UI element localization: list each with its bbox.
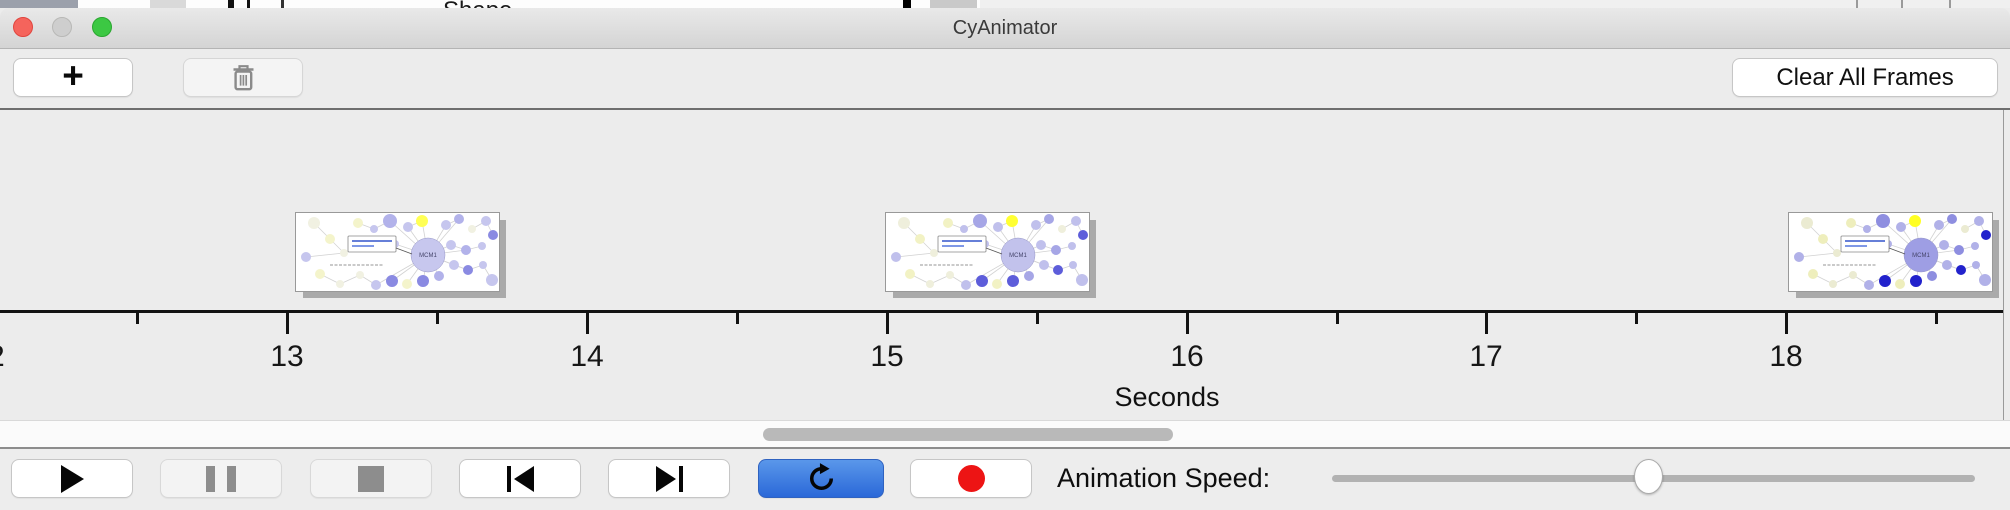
timeline-axis	[0, 310, 2003, 313]
skip-to-end-icon	[655, 465, 683, 492]
titlebar[interactable]: CyAnimator	[0, 8, 2010, 49]
svg-text:MCM1: MCM1	[419, 253, 437, 259]
axis-tick	[286, 313, 289, 334]
record-icon	[957, 465, 985, 492]
loop-button[interactable]	[758, 459, 884, 498]
pause-icon	[206, 465, 236, 492]
record-button[interactable]	[910, 459, 1032, 498]
window-title: CyAnimator	[952, 17, 1058, 39]
axis-tick-label: 14	[570, 340, 604, 373]
background-fragment	[903, 0, 911, 8]
pause-button[interactable]	[160, 459, 282, 498]
play-icon	[60, 464, 84, 493]
background-fragment	[228, 0, 234, 8]
axis-tick	[886, 313, 889, 334]
axis-tick	[1186, 313, 1189, 334]
speed-slider-thumb[interactable]	[1634, 459, 1663, 494]
play-button[interactable]	[11, 459, 133, 498]
loop-icon	[808, 463, 835, 492]
clear-all-frames-label: Clear All Frames	[1776, 63, 1954, 91]
skip-to-start-button[interactable]	[459, 459, 581, 498]
background-fragment	[281, 0, 284, 8]
axis-tick	[1485, 313, 1488, 334]
panel-divider	[0, 108, 2010, 110]
background-fragment	[150, 0, 186, 8]
keyframe-thumbnail[interactable]: MCM1	[885, 212, 1090, 292]
background-app-strip: Shape	[0, 0, 2010, 8]
axis-tick	[1036, 313, 1039, 324]
background-fragment	[247, 0, 250, 8]
cyanimator-window: CyAnimator + Clear All Frames	[0, 8, 2010, 510]
skip-to-start-icon	[506, 465, 534, 492]
axis-tick-label: 12	[0, 340, 5, 374]
keyframe-thumbnail[interactable]: MCM1	[1788, 212, 1993, 292]
plus-icon: +	[62, 54, 84, 96]
background-app-text: Shape	[443, 0, 512, 8]
axis-tick	[1336, 313, 1339, 324]
axis-tick	[1785, 313, 1788, 334]
stop-button[interactable]	[310, 459, 432, 498]
close-button[interactable]	[13, 17, 33, 37]
background-fragment	[0, 0, 78, 8]
background-fragment	[1856, 0, 1858, 8]
scrollbar-thumb[interactable]	[763, 428, 1173, 441]
minimize-button[interactable]	[52, 17, 72, 37]
trash-icon	[230, 62, 257, 93]
animation-speed-label: Animation Speed:	[1057, 463, 1271, 493]
skip-to-end-button[interactable]	[608, 459, 730, 498]
horizontal-scrollbar[interactable]	[0, 420, 2010, 449]
playback-controls: Animation Speed:	[0, 449, 2010, 510]
toolbar: + Clear All Frames	[0, 49, 2010, 108]
svg-text:MCM1: MCM1	[1912, 253, 1930, 259]
timeline-panel[interactable]: 12 13 14 15 16 17 18 MCM1 MCM1 MCM1 Seconds	[0, 110, 2004, 420]
axis-tick	[436, 313, 439, 324]
zoom-button[interactable]	[92, 17, 112, 37]
background-fragment	[980, 0, 2010, 8]
axis-tick	[586, 313, 589, 334]
axis-tick-label: 13	[270, 340, 304, 373]
background-fragment	[930, 0, 977, 8]
axis-tick-label: 18	[1769, 340, 1803, 373]
axis-tick	[1935, 313, 1938, 324]
axis-tick-label: 17	[1469, 340, 1503, 373]
axis-tick	[736, 313, 739, 324]
svg-text:MCM1: MCM1	[1009, 253, 1027, 259]
axis-tick-label: 16	[1170, 340, 1204, 373]
background-fragment	[1901, 0, 1903, 8]
clear-all-frames-button[interactable]: Clear All Frames	[1732, 58, 1998, 97]
axis-tick	[1635, 313, 1638, 324]
axis-tick-label: 15	[870, 340, 904, 373]
add-frame-button[interactable]: +	[13, 54, 133, 97]
stop-icon	[358, 465, 384, 492]
axis-unit-label: Seconds	[1114, 382, 1220, 412]
axis-tick	[136, 313, 139, 324]
delete-frame-button[interactable]	[183, 58, 303, 97]
background-fragment	[1949, 0, 1951, 8]
keyframe-thumbnail[interactable]: MCM1	[295, 212, 500, 292]
